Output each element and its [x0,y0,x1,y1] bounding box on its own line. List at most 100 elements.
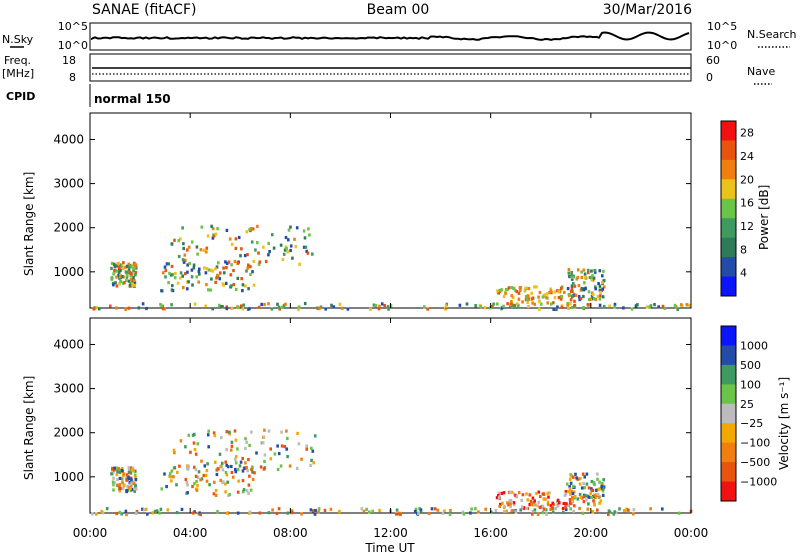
range-cell [224,460,227,464]
range-cell [593,502,596,506]
range-cell [565,502,568,506]
range-cell [570,273,574,277]
range-cell [580,287,584,291]
range-cell [520,498,523,502]
range-cell [613,302,617,306]
range-cell [123,281,126,285]
range-cell [597,495,601,499]
range-cell [237,305,240,310]
range-cell [184,445,187,449]
range-cell [584,276,587,280]
range-cell [594,496,597,500]
range-cell [377,307,381,311]
range-cell [189,450,192,454]
range-cell [92,307,96,311]
range-cell [313,434,317,438]
range-cell [207,429,210,433]
range-cell [657,305,660,309]
range-cell [204,304,207,308]
range-cell [120,468,124,473]
range-cell [525,506,529,510]
range-cell [578,492,582,497]
range-cell [112,262,116,266]
range-cell [588,275,592,280]
range-cell [277,305,281,309]
range-cell [572,475,575,479]
range-cell [653,303,656,307]
range-cell [206,433,210,437]
range-cell [130,478,133,482]
range-cell [302,229,306,233]
range-cell [448,512,452,517]
range-cell [570,306,574,310]
range-cell [566,503,570,507]
range-cell [224,260,227,264]
range-cell [574,293,578,297]
range-cell [91,512,94,516]
range-cell [181,258,185,262]
range-cell [115,269,119,273]
range-cell [491,304,494,309]
range-cell [624,508,627,513]
range-cell [602,304,606,309]
range-cell [573,490,576,494]
range-cell [207,288,210,292]
range-cell [507,286,511,290]
range-cell [295,466,299,470]
range-cell [533,302,536,306]
colorbar-segment [721,462,736,483]
range-cell [269,447,272,451]
range-cell [171,284,174,288]
range-cell [262,467,266,471]
range-cell [552,510,555,514]
range-cell [601,493,605,497]
range-cell [436,508,440,512]
range-cell [676,307,679,311]
nsky-label: N.Sky [2,33,34,46]
range-cell [113,481,116,485]
range-cell [134,478,138,482]
range-cell [111,466,114,470]
range-cell [131,284,134,288]
power-y-axis: 1000 2000 3000 4000 [53,113,692,308]
range-cell [490,510,493,514]
range-cell [552,307,555,311]
y-tick-label: 4000 [53,132,84,146]
range-cell [252,259,256,263]
range-cell [378,304,381,308]
range-cell [599,294,602,298]
range-cell [213,480,216,484]
range-cell [582,500,586,504]
range-cell [531,296,534,300]
range-cell [118,510,122,514]
range-cell [601,274,604,278]
range-cell [537,500,540,504]
range-cell [124,476,128,480]
range-cell [378,508,381,513]
colorbar-segment [721,276,736,297]
range-cell [204,271,208,275]
range-cell [362,509,366,513]
range-cell [569,501,573,506]
range-cell [250,467,253,471]
range-cell [247,483,251,487]
nave-label: Nave [747,65,775,78]
range-cell [95,306,98,310]
range-cell [195,479,198,484]
range-cell [283,248,287,252]
range-cell [470,507,473,511]
range-cell [245,440,248,444]
range-cell [579,495,583,499]
range-cell [177,254,181,259]
range-cell [216,510,219,514]
station-title: SANAE (fitACF) [92,2,196,18]
range-cell [305,444,308,448]
range-cell [571,294,574,298]
range-cell [190,240,194,244]
range-cell [517,297,521,301]
colorbar-segment [721,198,736,219]
range-cell [177,239,180,243]
range-cell [573,304,576,308]
range-cell [300,512,303,516]
range-cell [545,512,548,516]
